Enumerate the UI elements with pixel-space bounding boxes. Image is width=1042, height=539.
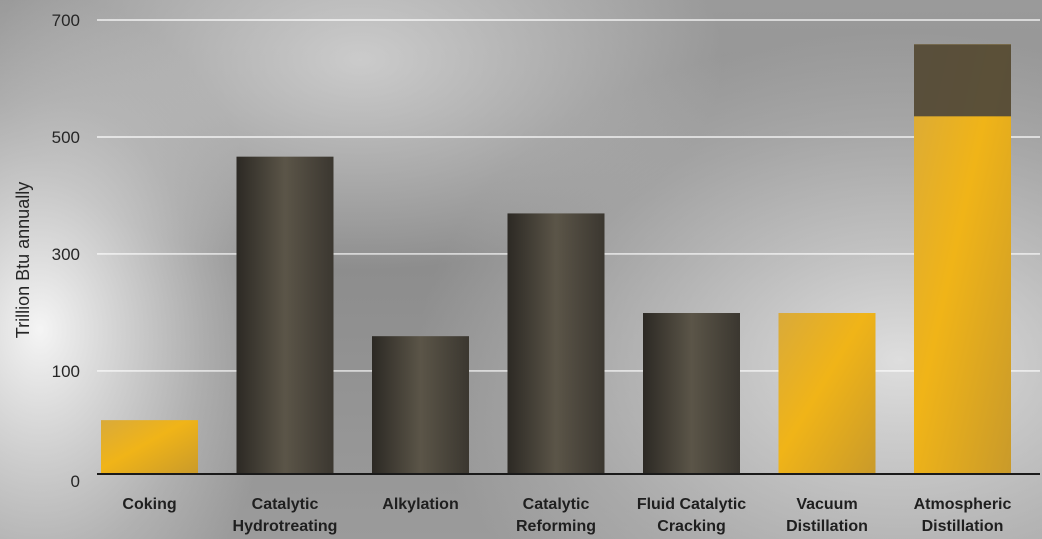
y-tick-label: 300 [52, 245, 80, 264]
bar [372, 336, 469, 474]
x-category-label: Vacuum Distillation [786, 496, 868, 535]
y-tick-labels: 0 100 300 500 700 [52, 11, 80, 491]
x-category-label: Catalytic Reforming [516, 496, 596, 535]
y-tick-label: 700 [52, 11, 80, 30]
bar [236, 156, 334, 474]
y-tick-label: 500 [52, 128, 80, 147]
x-category-labels: Coking Catalytic Hydrotreating Alkylation Ca… [122, 496, 1011, 535]
bar [101, 420, 198, 474]
y-tick-label: 0 [71, 472, 80, 491]
bars [101, 44, 1011, 474]
bar-shading [914, 44, 1011, 117]
y-axis-title: Trillion Btu annually [13, 182, 33, 338]
bar [643, 313, 740, 474]
bar [507, 213, 605, 474]
x-category-label: Coking [122, 496, 176, 513]
x-category-label: Alkylation [382, 496, 458, 513]
bar [778, 313, 876, 474]
x-category-label: Atmospheric Distillation [914, 496, 1012, 535]
x-category-label: Fluid Catalytic Cracking [637, 496, 746, 535]
x-category-label: Catalytic Hydrotreating [233, 496, 338, 535]
y-tick-label: 100 [52, 362, 80, 381]
